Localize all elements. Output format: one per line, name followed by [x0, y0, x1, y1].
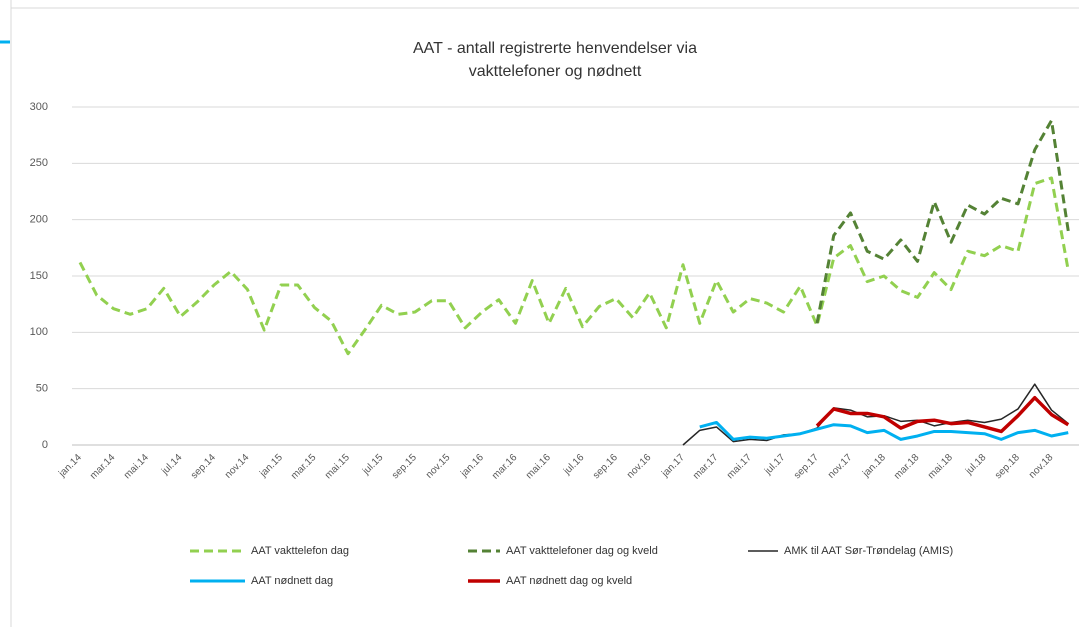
x-tick-label: sep.14 [189, 452, 218, 481]
y-tick-label: 250 [30, 157, 48, 169]
x-tick-label: nov.15 [424, 452, 453, 481]
x-tick-label: nov.18 [1027, 452, 1056, 481]
x-tick-label: jan.17 [659, 452, 687, 480]
x-tick-label: jul.17 [762, 452, 788, 478]
chart-title: AAT - antall registrerte henvendelser vi… [413, 40, 697, 57]
x-tick-label: jul.14 [159, 452, 185, 478]
x-tick-label: mai.14 [122, 452, 151, 481]
x-tick-label: jul.18 [963, 452, 989, 478]
x-tick-label: mar.14 [88, 452, 118, 482]
x-tick-label: nov.17 [826, 452, 855, 481]
x-tick-label: nov.16 [625, 452, 654, 481]
x-tick-label: mar.17 [691, 452, 721, 482]
x-tick-label: mai.18 [926, 452, 955, 481]
series-line [815, 395, 1070, 434]
series-line [699, 420, 1069, 441]
x-tick-label: sep.16 [591, 452, 620, 481]
x-tick-label: jul.15 [360, 452, 386, 478]
x-tick-label: jul.16 [561, 452, 587, 478]
x-tick-label: sep.15 [390, 452, 419, 481]
x-tick-label: mar.16 [490, 452, 520, 482]
x-tick-label: mai.15 [323, 452, 352, 481]
x-tick-label: sep.18 [993, 452, 1022, 481]
x-tick-label: jan.15 [257, 452, 285, 480]
y-tick-label: 200 [30, 214, 48, 226]
x-tick-label: mai.17 [725, 452, 754, 481]
x-tick-label: nov.14 [223, 452, 252, 481]
x-tick-label: jan.16 [458, 452, 486, 480]
x-tick-label: jan.18 [860, 452, 888, 480]
x-tick-label: jan.14 [56, 452, 84, 480]
legend-label: AAT nødnett dag [251, 575, 333, 587]
chart-title: vakttelefoner og nødnett [469, 63, 642, 80]
legend-label: AAT vakttelefoner dag og kveld [506, 545, 658, 557]
x-tick-label: sep.17 [792, 452, 821, 481]
series-line [815, 119, 1070, 324]
x-tick-label: mai.16 [524, 452, 553, 481]
legend-label: AAT vakttelefon dag [251, 545, 349, 557]
series-line [78, 176, 1070, 356]
x-tick-label: mar.18 [892, 452, 922, 482]
y-tick-label: 100 [30, 326, 48, 338]
x-tick-label: mar.15 [289, 452, 319, 482]
y-tick-label: 300 [30, 101, 48, 113]
legend-label: AMK til AAT Sør-Trøndelag (AMIS) [784, 545, 953, 557]
y-tick-label: 150 [30, 270, 48, 282]
y-tick-label: 0 [42, 439, 48, 451]
y-tick-label: 50 [36, 383, 48, 395]
legend-label: AAT nødnett dag og kveld [506, 575, 632, 587]
